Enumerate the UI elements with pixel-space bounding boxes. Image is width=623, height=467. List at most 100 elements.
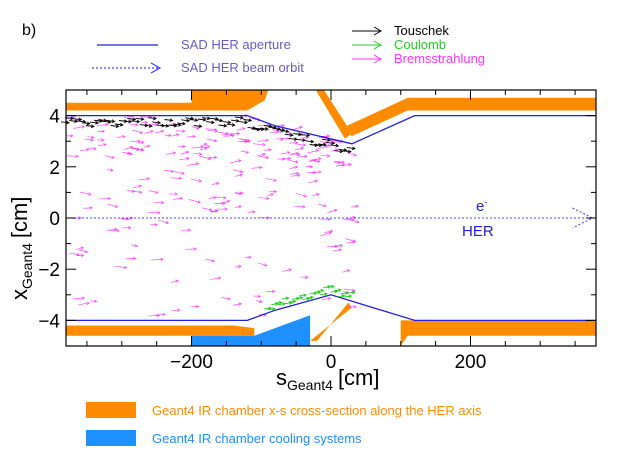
brems-arrow bbox=[125, 152, 133, 156]
legend-aperture-orbit: SAD HER aperture SAD HER beam orbit bbox=[92, 37, 304, 75]
brems-arrow bbox=[205, 127, 218, 132]
touschek-arrow bbox=[230, 118, 240, 123]
brems-arrow bbox=[206, 138, 218, 143]
brems-arrow bbox=[321, 154, 331, 158]
brems-arrow bbox=[294, 205, 306, 209]
brems-arrow bbox=[114, 265, 128, 270]
brems-arrow bbox=[277, 157, 286, 161]
touschek-arrow bbox=[334, 149, 344, 154]
touschek-arrow bbox=[280, 129, 290, 134]
brems-arrow bbox=[256, 152, 266, 157]
brems-arrow bbox=[191, 178, 202, 183]
y-axis-title-sub: Geant4 bbox=[19, 243, 35, 289]
brems-arrow bbox=[247, 210, 256, 214]
panel-label: b) bbox=[22, 22, 36, 39]
brems-arrow bbox=[341, 162, 352, 167]
legend-brems-arrow-icon bbox=[373, 54, 383, 64]
brems-arrow bbox=[294, 143, 307, 147]
brems-arrow bbox=[67, 154, 79, 158]
brems-arrow bbox=[305, 164, 314, 169]
brems-arrow bbox=[349, 305, 357, 309]
brems-arrow bbox=[116, 135, 126, 139]
brems-arrow bbox=[97, 143, 107, 147]
brems-arrow bbox=[122, 226, 132, 230]
chamber-upper-segment bbox=[66, 102, 192, 111]
brems-arrow bbox=[131, 243, 139, 248]
brems-arrow bbox=[289, 141, 299, 145]
touschek-arrow bbox=[297, 138, 307, 142]
touschek-arrow bbox=[326, 141, 336, 145]
brems-arrow bbox=[327, 244, 339, 249]
coulomb-arrow bbox=[319, 292, 328, 296]
brems-arrow bbox=[83, 206, 93, 210]
brems-arrow bbox=[230, 132, 241, 136]
touschek-arrow bbox=[284, 133, 294, 137]
brems-arrow bbox=[96, 123, 109, 127]
brems-arrow bbox=[267, 193, 275, 197]
annotation-ring: HER bbox=[462, 223, 494, 240]
legend-aperture-label: SAD HER aperture bbox=[181, 37, 291, 52]
brems-arrow bbox=[80, 191, 92, 196]
brems-arrow bbox=[217, 207, 228, 211]
x-tick-label: 200 bbox=[455, 352, 487, 373]
brems-arrow bbox=[205, 258, 216, 263]
touschek-arrow bbox=[114, 122, 124, 127]
brems-arrow bbox=[215, 196, 227, 200]
aperture-lower-line bbox=[66, 294, 596, 322]
touschek-arrows bbox=[60, 116, 356, 154]
legend-coulomb-arrow-icon bbox=[373, 40, 383, 50]
brems-arrow bbox=[235, 191, 242, 195]
brems-arrow bbox=[171, 279, 179, 283]
x-tick-label: 0 bbox=[326, 352, 337, 373]
brems-arrow bbox=[237, 127, 246, 131]
touschek-arrow bbox=[160, 123, 170, 128]
touschek-arrow bbox=[259, 127, 269, 131]
brems-arrow bbox=[171, 308, 181, 312]
legend-orbit-arrow-icon bbox=[150, 62, 162, 74]
brems-arrow bbox=[334, 160, 345, 164]
coulomb-arrow bbox=[288, 299, 297, 304]
brems-arrow bbox=[208, 155, 218, 159]
annotation-particle: e- bbox=[476, 197, 487, 215]
touschek-arrow bbox=[218, 123, 228, 128]
touschek-arrow bbox=[73, 117, 83, 122]
brems-arrow bbox=[312, 192, 320, 197]
brems-arrow bbox=[158, 219, 170, 225]
cooling-segment bbox=[191, 315, 311, 346]
brems-arrow bbox=[77, 253, 85, 258]
brems-arrow bbox=[291, 125, 303, 131]
brems-arrow bbox=[138, 177, 150, 181]
brems-arrow bbox=[66, 134, 74, 138]
brems-arrow bbox=[351, 204, 359, 209]
touschek-arrow bbox=[164, 118, 174, 123]
x-axis-title-main: s bbox=[276, 365, 287, 390]
brems-arrow bbox=[186, 134, 196, 139]
touschek-arrow bbox=[214, 118, 224, 123]
brems-arrow bbox=[202, 207, 213, 212]
brems-arrow bbox=[144, 130, 154, 134]
brems-arrow bbox=[269, 190, 278, 194]
brems-arrow bbox=[187, 162, 200, 166]
brems-arrow bbox=[189, 199, 201, 204]
brems-arrow bbox=[164, 169, 175, 173]
y-tick-label: 4 bbox=[49, 107, 60, 128]
brems-arrow bbox=[253, 143, 266, 147]
brems-arrow bbox=[131, 190, 143, 194]
touschek-arrow bbox=[147, 116, 157, 121]
brems-arrow bbox=[106, 227, 118, 232]
brems-arrow bbox=[155, 313, 166, 317]
brems-arrow bbox=[333, 243, 344, 248]
brems-arrow bbox=[251, 165, 263, 170]
brems-arrow bbox=[291, 173, 301, 177]
legend-chamber-label: Geant4 IR chamber x-s cross-section alon… bbox=[152, 403, 482, 418]
touschek-arrow bbox=[317, 142, 327, 147]
touschek-arrow bbox=[85, 124, 95, 129]
x-axis-title: sGeant4 [cm] bbox=[276, 365, 380, 393]
touschek-arrow bbox=[201, 116, 211, 121]
brems-arrow bbox=[214, 201, 226, 206]
brems-arrow bbox=[289, 165, 299, 170]
brems-arrow bbox=[257, 262, 268, 267]
brems-arrow bbox=[173, 196, 184, 201]
brems-arrow bbox=[79, 148, 90, 152]
brems-arrow bbox=[97, 129, 106, 134]
